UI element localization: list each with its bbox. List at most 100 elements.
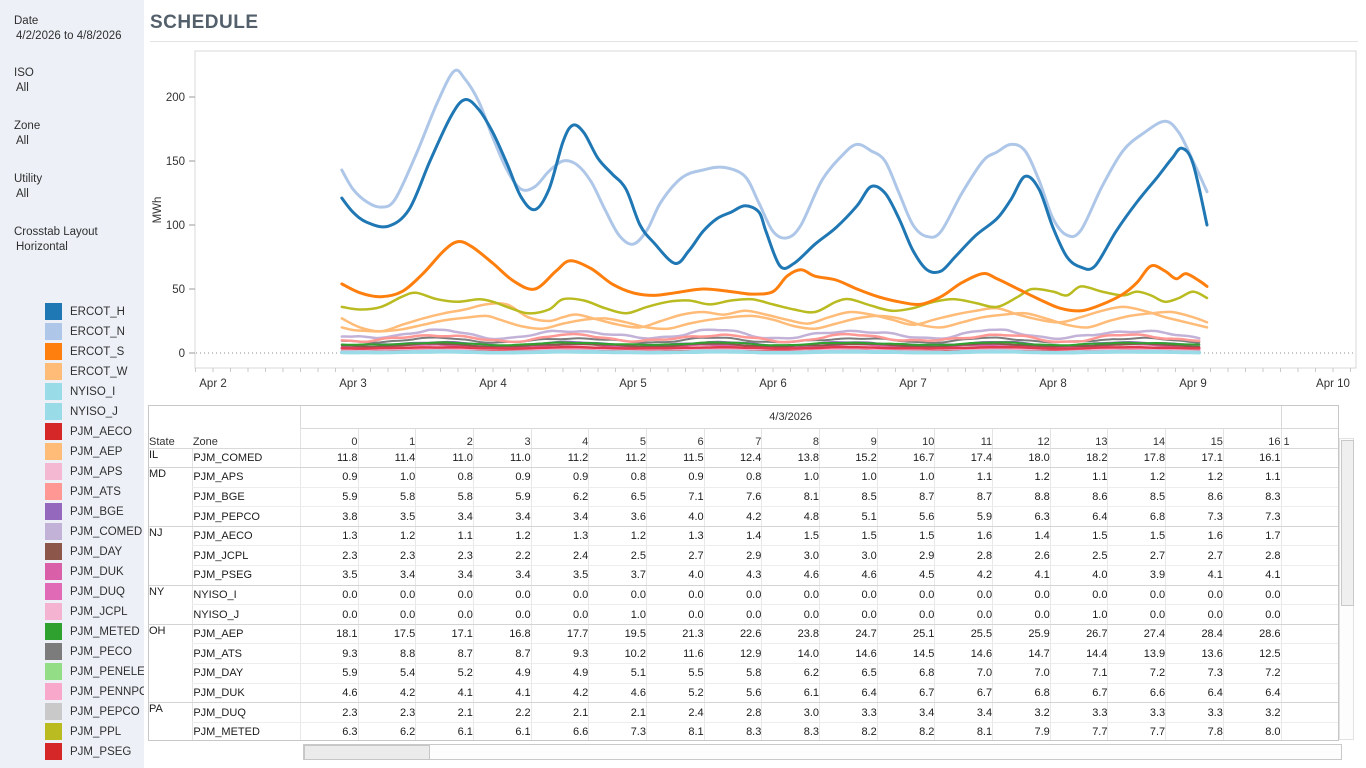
filter-sidebar: Date 4/2/2026 to 4/8/2026 ISO All Zone All Uti… <box>0 0 144 768</box>
legend-label: PJM_AECO <box>70 426 132 438</box>
value-cell: 0.0 <box>1049 585 1108 606</box>
value-cell: 11.4 <box>357 448 416 469</box>
legend-item-ercot_h[interactable]: ERCOT_H <box>0 302 144 322</box>
value-cell: 0.0 <box>415 604 474 625</box>
vertical-scrollbar-thumb[interactable] <box>1341 440 1354 606</box>
filter-zone[interactable]: Zone All <box>14 119 140 149</box>
value-cell: 16.1 <box>1222 448 1282 469</box>
value-cell: 2.3 <box>299 702 359 723</box>
hour-column-header: 3 <box>472 428 532 449</box>
legend-item-pjm_aep[interactable]: PJM_AEP <box>0 442 144 462</box>
value-cell: 4.2 <box>703 506 762 527</box>
series-line-pjm_aep[interactable] <box>340 310 1209 333</box>
legend-item-ercot_n[interactable]: ERCOT_N <box>0 322 144 342</box>
series-line-nyiso_j[interactable] <box>340 349 1202 355</box>
series-line-pjm_ppl[interactable] <box>340 285 1209 315</box>
legend-item-pjm_penelec[interactable]: PJM_PENELEC <box>0 662 144 682</box>
value-cell: 6.7 <box>934 683 993 704</box>
value-cell: 4.0 <box>1049 565 1108 586</box>
value-cell: 1.5 <box>1107 526 1166 547</box>
legend-item-pjm_ats[interactable]: PJM_ATS <box>0 482 144 502</box>
table-row: MD PJM_APS 0.9 1.0 0.8 0.9 0.9 0.8 0.9 0.8 1.0 1.0 1… <box>149 467 1338 527</box>
value-cell: 2.8 <box>1222 545 1282 567</box>
legend-item-ercot_s[interactable]: ERCOT_S <box>0 342 144 362</box>
legend-item-pjm_pseg[interactable]: PJM_PSEG <box>0 742 144 762</box>
value-cell: 5.1 <box>819 506 878 527</box>
filter-iso[interactable]: ISO All <box>14 66 140 96</box>
value-cell: 5.9 <box>299 663 359 684</box>
schedule-line-chart[interactable]: 0 50 100 150 200 MWh Apr 2 Apr 3 Apr 4 Apr 5 Apr 6… <box>145 44 1360 396</box>
filter-date[interactable]: Date 4/2/2026 to 4/8/2026 <box>14 14 140 44</box>
legend-item-nyiso_j[interactable]: NYISO_J <box>0 402 144 422</box>
legend-item-pjm_pepco[interactable]: PJM_PEPCO <box>0 702 144 722</box>
value-cell: 18.1 <box>299 624 359 645</box>
value-cell: 1.0 <box>588 604 647 625</box>
value-cell: 12.5 <box>1222 643 1282 665</box>
horizontal-scrollbar-thumb[interactable] <box>304 745 430 760</box>
hour-column-header: 13 <box>1049 428 1108 449</box>
value-cell: 6.8 <box>876 663 935 684</box>
value-cell: 22.6 <box>703 624 762 645</box>
page-title: SCHEDULE <box>150 12 259 33</box>
filter-value[interactable]: All <box>16 135 29 147</box>
legend-item-pjm_pennpower[interactable]: PJM_PENNPOWER <box>0 682 144 702</box>
value-cell: 0.0 <box>472 585 532 606</box>
legend-item-nyiso_i[interactable]: NYISO_I <box>0 382 144 402</box>
value-cell: 8.3 <box>1222 487 1282 508</box>
value-cell-partial <box>1280 722 1338 740</box>
legend-item-ercot_w[interactable]: ERCOT_W <box>0 362 144 382</box>
legend-item-pjm_duk[interactable]: PJM_DUK <box>0 562 144 582</box>
value-cell: 3.0 <box>761 702 820 723</box>
series-line-ercot_n[interactable] <box>340 68 1209 246</box>
value-cell: 0.0 <box>819 604 878 625</box>
legend-item-pjm_aps[interactable]: PJM_APS <box>0 462 144 482</box>
legend-item-pjm_peco[interactable]: PJM_PECO <box>0 642 144 662</box>
filter-value[interactable]: 4/2/2026 to 4/8/2026 <box>16 30 122 42</box>
value-cell: 3.4 <box>472 506 532 527</box>
value-cell: 4.6 <box>761 565 820 586</box>
series-line-pjm_pseg[interactable] <box>340 345 1201 350</box>
value-cell: 4.2 <box>934 565 993 586</box>
value-cell: 21.3 <box>645 624 705 645</box>
filter-utility[interactable]: Utility All <box>14 172 140 202</box>
value-cell: 3.8 <box>299 506 359 527</box>
date-column-group-header-partial <box>1280 406 1338 429</box>
crosstab-grid: 4/3/2026 State Zone 0 1 2 3 4 5 6 7 8 9 10 11 12 13 14 15 1… <box>149 406 1338 740</box>
filter-crosstab-layout[interactable]: Crosstab Layout Horizontal <box>14 225 140 255</box>
legend-item-pjm_bge[interactable]: PJM_BGE <box>0 502 144 522</box>
series-line-pjm_meted[interactable] <box>340 341 1201 347</box>
legend-item-pjm_aeco[interactable]: PJM_AECO <box>0 422 144 442</box>
zone-cell: PJM_AECO <box>192 526 301 547</box>
legend-item-pjm_meted[interactable]: PJM_METED <box>0 622 144 642</box>
legend-label: PJM_ATS <box>70 486 121 498</box>
legend-item-pjm_jcpl[interactable]: PJM_JCPL <box>0 602 144 622</box>
legend-item-pjm_ppl[interactable]: PJM_PPL <box>0 722 144 742</box>
legend-item-pjm_duq[interactable]: PJM_DUQ <box>0 582 144 602</box>
value-cell: 23.8 <box>761 624 820 645</box>
filter-value[interactable]: All <box>16 188 29 200</box>
value-cell: 6.6 <box>530 722 589 740</box>
legend-item-pjm_comed[interactable]: PJM_COMED <box>0 522 144 542</box>
value-cell: 8.1 <box>761 487 820 508</box>
value-cell: 3.5 <box>530 565 589 586</box>
filter-value[interactable]: Horizontal <box>16 241 68 253</box>
legend-label: PJM_PPL <box>70 726 122 738</box>
value-cell-partial <box>1280 545 1338 567</box>
value-cell: 0.0 <box>703 604 762 625</box>
legend-swatch-icon <box>45 743 62 760</box>
legend-swatch-icon <box>45 403 62 420</box>
value-cell: 4.6 <box>299 683 359 704</box>
value-cell: 27.4 <box>1107 624 1166 645</box>
table-horizontal-scrollbar[interactable] <box>303 744 1342 760</box>
table-vertical-scrollbar[interactable] <box>1339 438 1354 740</box>
filter-value[interactable]: All <box>16 82 29 94</box>
value-cell-partial <box>1280 604 1338 625</box>
series-line-pjm_ats[interactable] <box>340 332 1201 344</box>
series-line-pjm_comed[interactable] <box>340 328 1201 341</box>
series-line-pjm_jcpl[interactable] <box>340 348 1201 352</box>
legend-label: PJM_PSEG <box>70 746 132 758</box>
value-cell: 1.2 <box>1107 467 1166 488</box>
series-line-ercot_s[interactable] <box>340 240 1209 313</box>
series-line-ercot_h[interactable] <box>340 97 1209 275</box>
legend-item-pjm_day[interactable]: PJM_DAY <box>0 542 144 562</box>
